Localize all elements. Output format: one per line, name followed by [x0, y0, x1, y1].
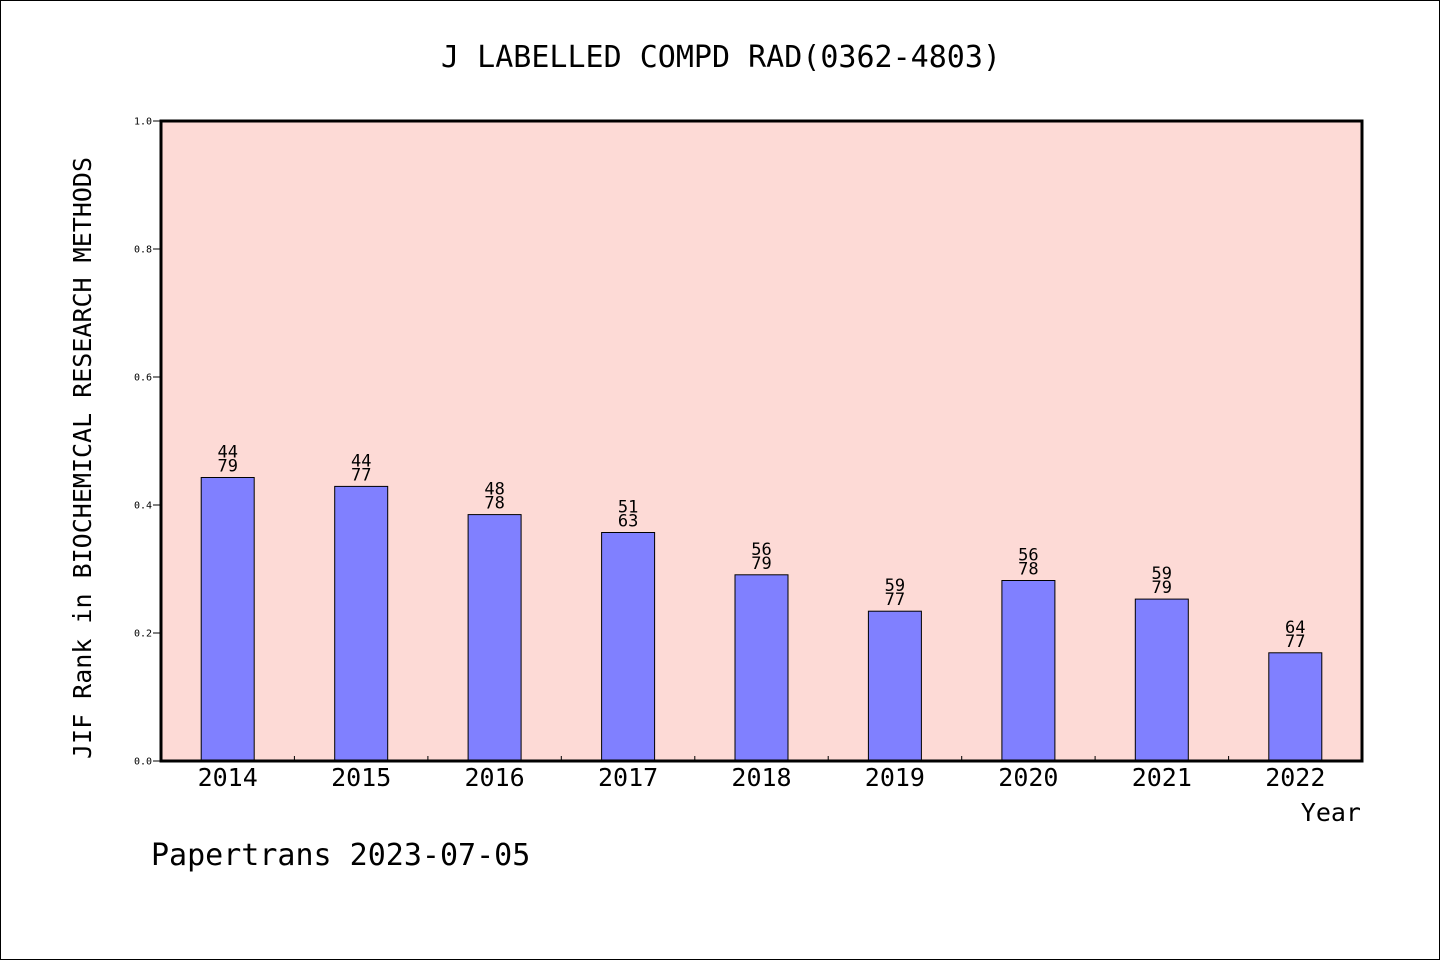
- y-tick-label: 0.8: [134, 245, 152, 256]
- x-tick-label: 2017: [598, 763, 658, 792]
- bar-label-rank: 56: [751, 540, 771, 560]
- bar-2015: [334, 485, 389, 762]
- bar-label-rank: 56: [1018, 546, 1038, 566]
- bar-2020: [1001, 580, 1056, 762]
- bar-label-total: 78: [1018, 560, 1038, 580]
- bar-label-rank: 59: [1152, 564, 1172, 584]
- bar-2018: [734, 574, 789, 762]
- bar-label-rank: 51: [618, 498, 638, 518]
- bar-2017: [601, 532, 656, 762]
- x-tick-label: 2020: [998, 763, 1058, 792]
- x-tick-label: 2018: [731, 763, 791, 792]
- bar-2019: [867, 610, 922, 762]
- bar-label-total: 63: [618, 512, 638, 532]
- x-axis-label: Year: [1301, 798, 1361, 827]
- bar-2022: [1268, 652, 1323, 762]
- bar-label-total: 79: [1152, 578, 1172, 598]
- bar-label-total: 78: [484, 494, 504, 514]
- bar-label-total: 77: [885, 590, 905, 610]
- bar-label-rank: 44: [351, 451, 371, 471]
- x-tick-label: 2016: [464, 763, 524, 792]
- y-tick-label: 0.4: [134, 501, 152, 512]
- x-tick-label: 2014: [198, 763, 258, 792]
- chart-title: J LABELLED COMPD RAD(0362-4803): [441, 40, 1001, 75]
- bar-label-total: 79: [751, 554, 771, 574]
- x-tick-label: 2019: [865, 763, 925, 792]
- bar-label-rank: 59: [885, 576, 905, 596]
- bar-label-rank: 48: [484, 480, 504, 500]
- plot-border: [159, 119, 1364, 763]
- x-tick-label: 2021: [1132, 763, 1192, 792]
- footer-credit: Papertrans 2023-07-05: [151, 838, 530, 873]
- bar-label-total: 77: [351, 465, 371, 485]
- y-tick-label: 0.6: [134, 373, 152, 384]
- bar-label-rank: 64: [1285, 618, 1305, 638]
- bar-2021: [1134, 598, 1189, 762]
- bar-label-total: 79: [217, 457, 237, 477]
- bar-2016: [467, 514, 522, 762]
- y-axis-label: JIF Rank in BIOCHEMICAL RESEARCH METHODS: [68, 157, 97, 759]
- y-tick-label: 0.2: [134, 629, 152, 640]
- bar-2014: [200, 477, 255, 762]
- bar-label-total: 77: [1285, 632, 1305, 652]
- x-tick-label: 2015: [331, 763, 391, 792]
- bar-label-rank: 44: [217, 443, 237, 463]
- y-tick-label: 0.0: [134, 757, 152, 768]
- x-tick-label: 2022: [1265, 763, 1325, 792]
- y-tick-label: 1.0: [134, 117, 152, 128]
